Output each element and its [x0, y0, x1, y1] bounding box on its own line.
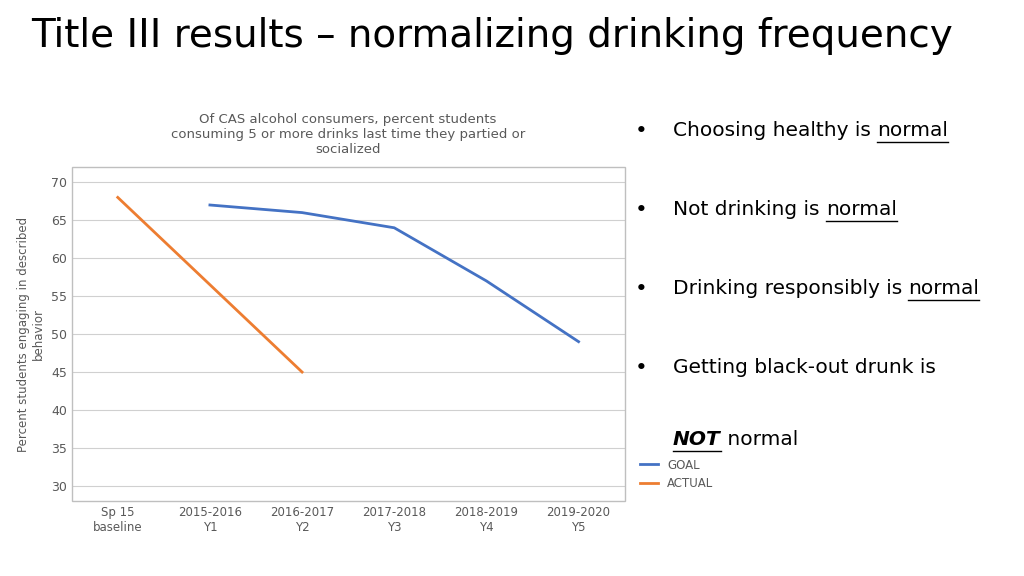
Text: •: • [635, 200, 647, 220]
Text: normal: normal [825, 200, 897, 219]
Text: •: • [635, 121, 647, 141]
Text: •: • [635, 358, 647, 378]
Text: Not drinking is: Not drinking is [673, 200, 825, 219]
Text: normal: normal [877, 121, 948, 140]
Text: Drinking responsibly is: Drinking responsibly is [673, 279, 908, 298]
Text: Getting black-out drunk is: Getting black-out drunk is [673, 358, 936, 377]
Title: Of CAS alcohol consumers, percent students
consuming 5 or more drinks last time : Of CAS alcohol consumers, percent studen… [171, 113, 525, 156]
Text: Title III results – normalizing drinking frequency: Title III results – normalizing drinking… [31, 17, 952, 55]
Text: •: • [635, 279, 647, 299]
Text: normal: normal [908, 279, 979, 298]
Y-axis label: Percent students engaging in described
behavior: Percent students engaging in described b… [17, 217, 45, 452]
Text: normal: normal [721, 430, 798, 449]
Legend: GOAL, ACTUAL: GOAL, ACTUAL [636, 454, 718, 495]
Text: Choosing healthy is: Choosing healthy is [673, 121, 877, 140]
Text: NOT: NOT [673, 430, 721, 449]
